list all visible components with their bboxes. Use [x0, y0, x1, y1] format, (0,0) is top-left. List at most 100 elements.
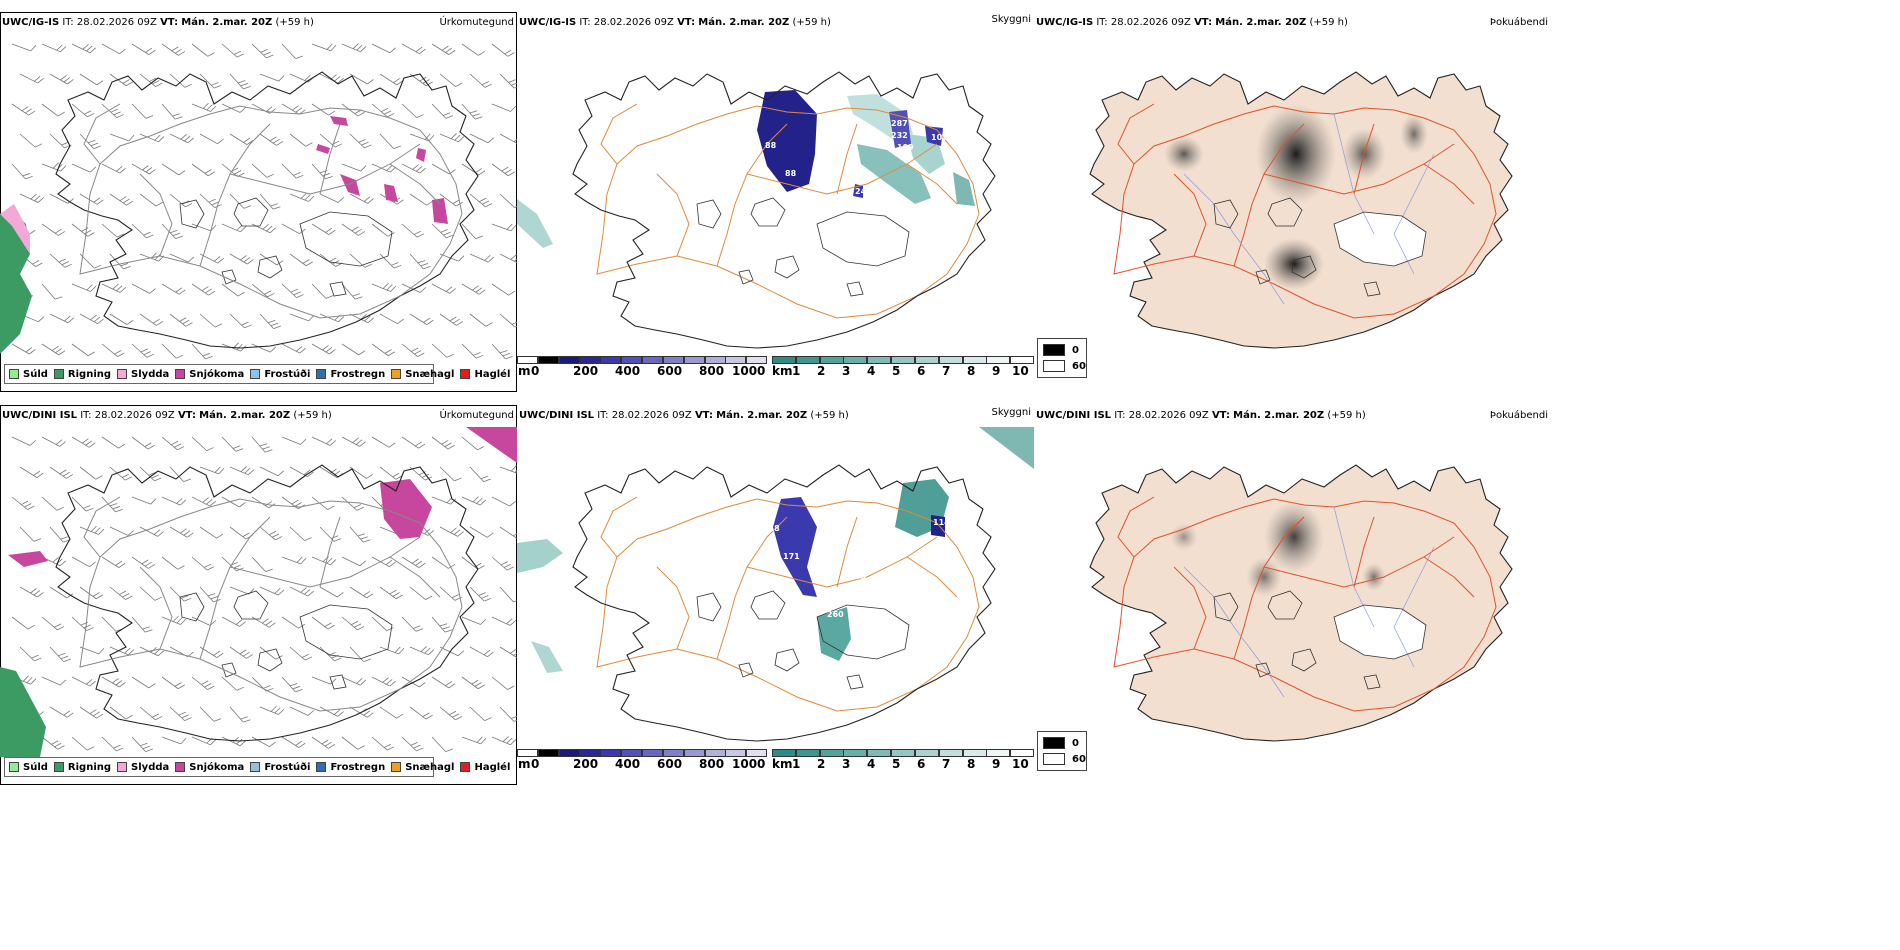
fog-dark-area: [1170, 523, 1198, 551]
low-cloud-base-area: [757, 90, 817, 192]
fog-legend-swatch: [1043, 753, 1065, 765]
height-labels: 287 232 199 102 88 88 24: [765, 119, 948, 196]
fog-legend-swatch: [1043, 360, 1065, 372]
legend-label: Haglél: [474, 761, 511, 773]
colorbar-tick: 6: [917, 364, 926, 378]
fog-dark-area: [1256, 104, 1336, 204]
colorbar-segment: [725, 356, 747, 364]
colorbar-tick: 7: [942, 757, 951, 771]
rain-area: [0, 210, 32, 354]
legend-swatch: [316, 369, 327, 379]
panel-header: UWC/DINI ISL IT: 28.02.2026 09Z VT: Mán.…: [1036, 410, 1549, 424]
colorbar-segment: [843, 356, 868, 364]
legend-swatch: [460, 369, 471, 379]
height-colorbar-labels-bottom: m 0 200 400 600 800 1000: [518, 757, 778, 773]
legend-label: Snjókoma: [189, 368, 245, 380]
colorbar-segment: [843, 749, 868, 757]
colorbar-segment: [579, 356, 601, 364]
low-visibility-area: [517, 199, 553, 248]
colorbar-segment: [621, 749, 643, 757]
fog-legend-label: 60: [1072, 361, 1086, 372]
fog-legend-top: 0 60: [1037, 338, 1087, 378]
colorbar-tick: 10: [1012, 364, 1029, 378]
colorbar-segment: [772, 356, 796, 364]
lead-time: (+59 h): [275, 17, 314, 28]
colorbar-segment: [986, 356, 1011, 364]
snow-area: [416, 148, 426, 162]
panel-header: UWC/DINI ISL IT: 28.02.2026 09Z VT: Mán.…: [519, 410, 1032, 424]
legend-item: Frostregn: [316, 369, 385, 380]
fog-map: [1089, 71, 1513, 349]
init-time: 28.02.2026 09Z: [1128, 410, 1209, 421]
fog-legend-label: 0: [1072, 345, 1079, 356]
legend-swatch: [53, 762, 64, 772]
model-name: UWC/IG-IS: [1036, 17, 1094, 28]
panel-title: Þokuábendi: [1489, 17, 1548, 28]
height-label: 24: [855, 187, 867, 196]
panel-title: Úrkomutegund: [439, 410, 514, 421]
colorbar-tick: 600: [657, 757, 683, 771]
visibility-map: 114 118 171 260 43: [517, 427, 1034, 742]
legend-label: Frostúði: [264, 761, 311, 773]
precip-type-panel-top: UWC/IG-IS IT: 28.02.2026 09Z VT: Mán. 2.…: [0, 12, 517, 392]
it-label: IT:: [80, 410, 92, 421]
colorbar-segment: [704, 749, 726, 757]
model-name: UWC/IG-IS: [519, 17, 577, 28]
colorbar-tick: 400: [615, 364, 641, 378]
height-label: 287: [891, 119, 908, 128]
vt-label: VT:: [160, 17, 179, 28]
vt-label: VT:: [1211, 410, 1230, 421]
legend-swatch: [250, 369, 261, 379]
legend-label: Haglél: [474, 368, 511, 380]
model-name: UWC/DINI ISL: [519, 410, 595, 421]
fog-dark-area: [1400, 114, 1428, 154]
legend-item: Frostregn: [316, 762, 385, 773]
fog-map: [1089, 464, 1513, 742]
colorbar-segment: [938, 749, 963, 757]
colorbar-segment: [891, 749, 916, 757]
visibility-panel-top: UWC/IG-IS IT: 28.02.2026 09Z VT: Mán. 2.…: [517, 12, 1034, 392]
legend-label: Frostúði: [264, 368, 311, 380]
legend-swatch: [175, 762, 186, 772]
colorbar-segment: [867, 356, 892, 364]
visibility-colorbar-bottom: [772, 749, 1035, 761]
visibility-colorbar-top: [772, 356, 1035, 368]
model-name: UWC/DINI ISL: [2, 410, 78, 421]
legend-label: Rigning: [67, 368, 112, 380]
low-visibility-area: [817, 607, 851, 661]
height-label: 118: [763, 524, 780, 533]
colorbar-tick: 5: [892, 757, 901, 771]
colorbar-tick: 7: [942, 364, 951, 378]
snow-area: [340, 174, 360, 196]
fog-legend-label: 60: [1072, 754, 1086, 765]
colorbar-unit: km: [772, 757, 793, 771]
legend-item: Slydda: [117, 369, 169, 380]
fog-dark-area: [1164, 136, 1204, 172]
colorbar-segment: [558, 749, 580, 757]
colorbar-tick: 1000: [732, 364, 766, 378]
precip-map: [0, 43, 517, 360]
colorbar-tick: 200: [573, 364, 599, 378]
colorbar-segment: [600, 749, 622, 757]
height-label: 232: [891, 131, 908, 140]
fog-dark-area: [1264, 238, 1324, 290]
low-cloud-base-area: [931, 515, 945, 537]
colorbar-segment: [795, 749, 820, 757]
legend-item: Rigning: [53, 762, 111, 773]
it-label: IT:: [597, 410, 609, 421]
colorbar-unit: km: [772, 364, 793, 378]
colorbar-tick: 800: [699, 757, 725, 771]
colorbar-tick: 400: [615, 757, 641, 771]
legend-swatch: [175, 369, 186, 379]
colorbar-segment: [558, 356, 580, 364]
init-time: 28.02.2026 09Z: [611, 410, 692, 421]
low-cloud-base-area: [853, 184, 863, 198]
colorbar-tick: 2: [817, 364, 826, 378]
legend-label: Súld: [23, 761, 48, 773]
snow-area: [316, 144, 330, 154]
legend-swatch: [117, 369, 128, 379]
init-time: 28.02.2026 09Z: [593, 17, 674, 28]
lead-time: (+59 h): [1309, 17, 1348, 28]
colorbar-segment: [600, 356, 622, 364]
colorbar-segment: [579, 749, 601, 757]
